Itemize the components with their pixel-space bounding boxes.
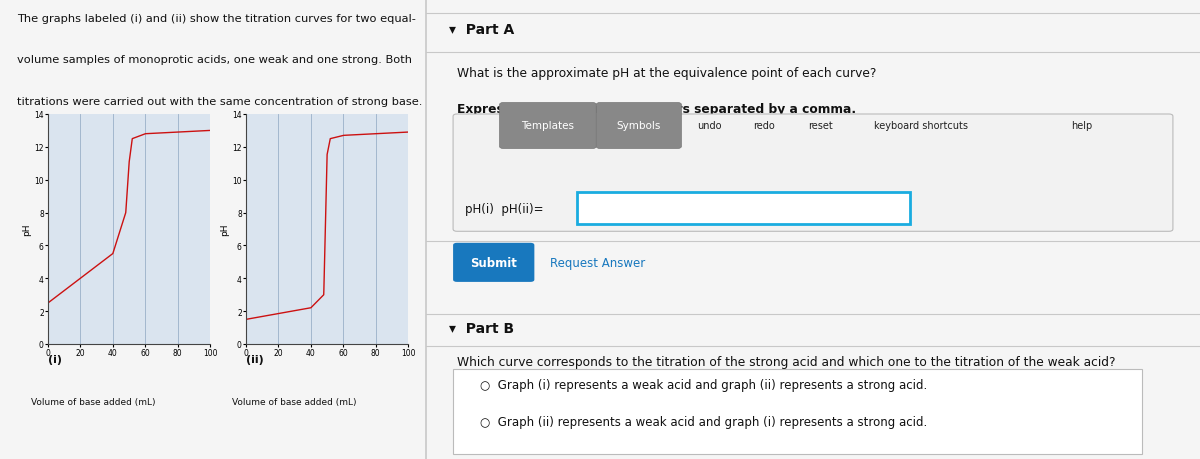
Y-axis label: pH: pH (221, 223, 229, 236)
Text: The graphs labeled (i) and (ii) show the titration curves for two equal-: The graphs labeled (i) and (ii) show the… (17, 14, 416, 24)
Text: Volume of base added (mL): Volume of base added (mL) (232, 397, 356, 406)
Text: volume samples of monoprotic acids, one weak and one strong. Both: volume samples of monoprotic acids, one … (17, 55, 412, 65)
Text: help: help (1070, 121, 1092, 131)
Text: ▾  Part A: ▾ Part A (449, 23, 515, 37)
FancyBboxPatch shape (499, 103, 596, 149)
Text: keyboard shortcuts: keyboard shortcuts (874, 121, 968, 131)
Text: pH(i)  pH(ii)=: pH(i) pH(ii)= (464, 202, 544, 215)
Text: titrations were carried out with the same concentration of strong base.: titrations were carried out with the sam… (17, 96, 422, 106)
Text: Which curve corresponds to the titration of the strong acid and which one to the: Which curve corresponds to the titration… (457, 356, 1116, 369)
Text: Symbols: Symbols (617, 121, 661, 131)
FancyBboxPatch shape (454, 369, 1142, 454)
Text: ○  Graph (ii) represents a weak acid and graph (i) represents a strong acid.: ○ Graph (ii) represents a weak acid and … (480, 415, 928, 428)
FancyBboxPatch shape (577, 193, 910, 225)
Text: ▾  Part B: ▾ Part B (449, 321, 515, 335)
Text: (i): (i) (48, 355, 62, 364)
Text: Volume of base added (mL): Volume of base added (mL) (31, 397, 156, 406)
FancyBboxPatch shape (454, 243, 534, 282)
Y-axis label: pH: pH (23, 223, 31, 236)
FancyBboxPatch shape (596, 103, 682, 149)
Text: Request Answer: Request Answer (550, 256, 646, 269)
Text: Templates: Templates (522, 121, 575, 131)
Text: (ii): (ii) (246, 355, 264, 364)
Text: redo: redo (752, 121, 774, 131)
Text: Submit: Submit (470, 256, 517, 269)
Text: What is the approximate pH at the equivalence point of each curve?: What is the approximate pH at the equiva… (457, 67, 876, 79)
Text: Express your answers as integers separated by a comma.: Express your answers as integers separat… (457, 103, 856, 116)
FancyBboxPatch shape (454, 115, 1172, 232)
Text: ○  Graph (i) represents a weak acid and graph (ii) represents a strong acid.: ○ Graph (i) represents a weak acid and g… (480, 379, 928, 392)
Text: reset: reset (809, 121, 833, 131)
Text: undo: undo (697, 121, 721, 131)
